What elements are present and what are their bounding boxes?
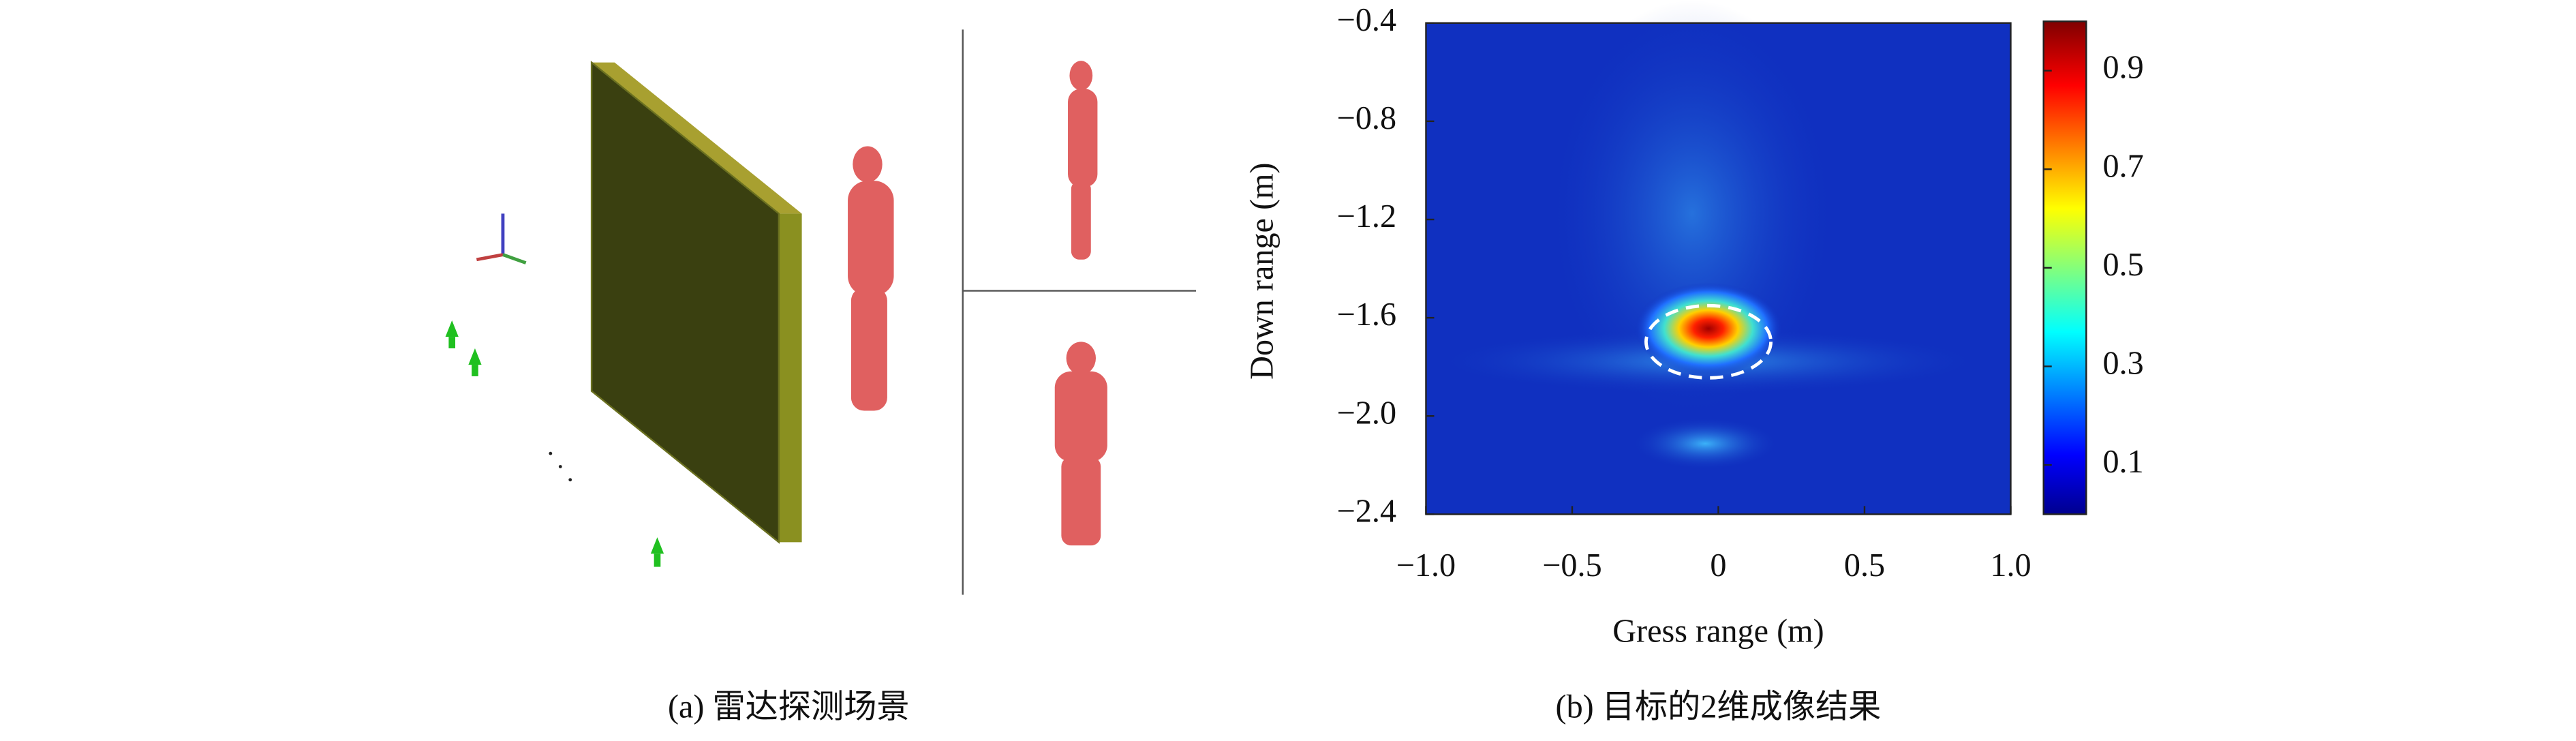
y-tick-label: −2.0 — [1337, 395, 1396, 431]
x-tick-label: 0 — [1710, 547, 1726, 584]
y-tick-label: −0.4 — [1337, 2, 1396, 38]
x-axis-label: Gress range (m) — [1612, 613, 1824, 649]
wall-side — [778, 213, 802, 543]
wall-top — [592, 62, 802, 214]
colorbar-tick-label: 0.1 — [2102, 444, 2143, 480]
colorbar-tick-label: 0.5 — [2102, 247, 2143, 283]
scene — [445, 29, 1197, 595]
caption: (b) 目标的2维成像结果 — [1556, 689, 1882, 725]
y-tick-label: −1.2 — [1337, 198, 1396, 235]
caption: (a) 雷达探测场景 — [668, 689, 910, 725]
colorbar-tick-label: 0.7 — [2102, 148, 2143, 184]
person — [848, 61, 1107, 546]
y-tick-label: −1.6 — [1337, 297, 1396, 333]
colorbar-tick-label: 0.9 — [2102, 50, 2143, 86]
x-tick-label: 0.5 — [1844, 547, 1885, 584]
x-tick-label: 1.0 — [1990, 547, 2031, 584]
y-axis-label: Down range (m) — [1244, 162, 1280, 379]
wall — [590, 61, 780, 544]
y-tick-label: −0.8 — [1337, 100, 1396, 136]
antenna — [445, 320, 664, 567]
x-tick-label: −0.5 — [1542, 547, 1601, 584]
axes-icon — [476, 213, 527, 264]
ellipsis — [549, 451, 572, 482]
x-tick-label: −1.0 — [1396, 547, 1456, 584]
y-tick-label: −2.4 — [1337, 493, 1396, 529]
heatmap — [1426, 0, 2011, 515]
colorbar-tick-label: 0.3 — [2102, 346, 2143, 382]
